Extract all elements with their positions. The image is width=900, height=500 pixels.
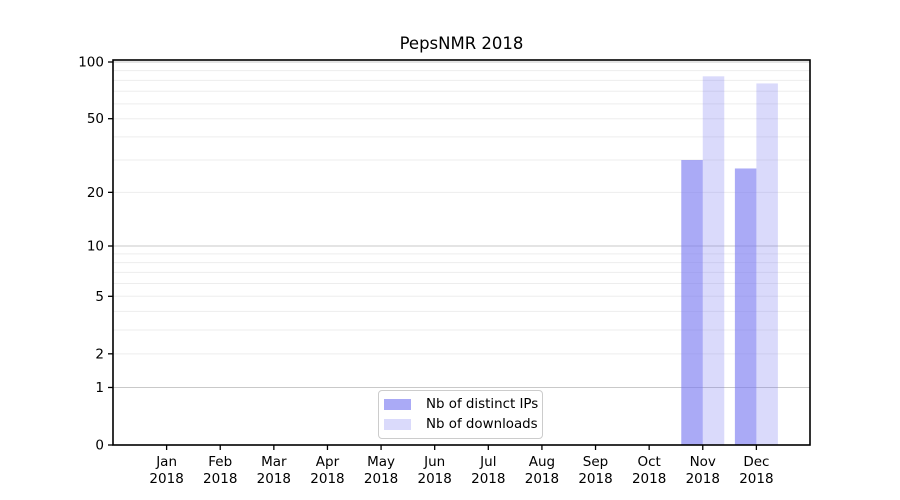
bar-dec-distinct-ips — [734, 168, 757, 445]
legend-swatch-distinct-ips — [384, 399, 411, 410]
x-tick-label-month: Jun — [423, 454, 445, 470]
y-tick-label: 5 — [95, 289, 104, 305]
plot-border — [112, 59, 811, 446]
x-tick-label-year: 2018 — [149, 471, 183, 487]
x-tick-label-month: Aug — [529, 454, 555, 470]
chart-title: PepsNMR 2018 — [399, 34, 524, 53]
x-tick-label-month: Jul — [479, 454, 496, 470]
legend-swatch-downloads — [384, 419, 411, 430]
x-tick-label-year: 2018 — [471, 471, 505, 487]
bar-nov-downloads — [702, 76, 725, 445]
x-tick-label-year: 2018 — [578, 471, 612, 487]
x-tick-label-month: Jan — [155, 454, 177, 470]
x-tick-label-year: 2018 — [632, 471, 666, 487]
x-tick-label-year: 2018 — [364, 471, 398, 487]
bar-nov-distinct-ips — [681, 160, 703, 445]
bar-dec-downloads — [756, 83, 778, 445]
x-tick-label-month: Feb — [208, 454, 232, 470]
x-tick-label-year: 2018 — [310, 471, 344, 487]
x-tick-label-year: 2018 — [739, 471, 773, 487]
y-tick-label: 1 — [95, 380, 104, 396]
legend-item-downloads: Nb of downloads — [384, 416, 538, 433]
legend-item-distinct-ips: Nb of distinct IPs — [384, 396, 538, 413]
x-tick-label-month: Nov — [690, 454, 716, 470]
x-tick-label-month: Sep — [583, 454, 608, 470]
y-tick-label: 0 — [95, 438, 104, 454]
y-tick-label: 10 — [87, 239, 104, 255]
x-tick-label-month: Apr — [316, 454, 340, 470]
x-tick-label-year: 2018 — [203, 471, 237, 487]
x-tick-label-year: 2018 — [418, 471, 452, 487]
x-tick-label-year: 2018 — [257, 471, 291, 487]
y-tick-label: 2 — [95, 346, 104, 362]
x-tick-label-year: 2018 — [686, 471, 720, 487]
x-tick-label-month: Dec — [743, 454, 769, 470]
x-tick-label-month: Mar — [261, 454, 287, 470]
y-tick-label: 50 — [87, 111, 104, 127]
y-tick-label: 100 — [78, 55, 104, 71]
y-tick-label: 20 — [87, 185, 104, 201]
legend-label-downloads: Nb of downloads — [426, 417, 538, 432]
x-tick-label-year: 2018 — [525, 471, 559, 487]
x-tick-label-month: May — [367, 454, 395, 470]
legend-label-distinct-ips: Nb of distinct IPs — [426, 397, 539, 412]
legend: Nb of distinct IPs Nb of downloads — [378, 390, 543, 439]
x-tick-label-month: Oct — [637, 454, 660, 470]
